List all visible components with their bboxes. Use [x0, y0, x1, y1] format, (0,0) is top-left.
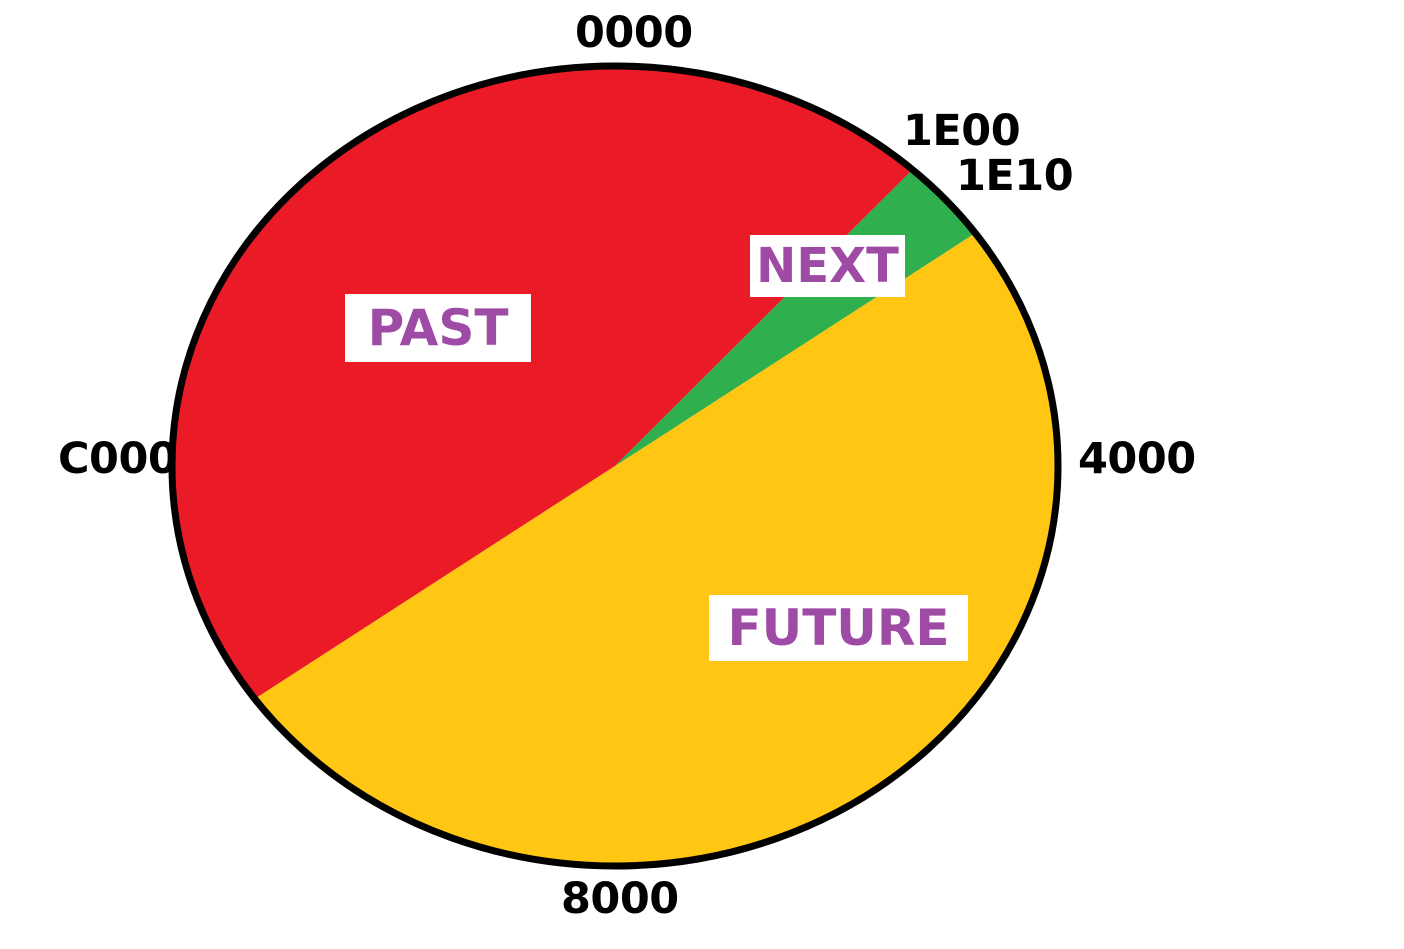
tick-label-0000: 0000: [575, 8, 693, 58]
tick-label-1E10: 1E10: [956, 151, 1074, 201]
slice-label-future: FUTURE: [709, 595, 968, 661]
tick-label-1E00: 1E00: [903, 106, 1021, 156]
wheel-outline: [168, 62, 1062, 870]
wedge-past[interactable]: [172, 66, 913, 699]
tick-label-4000: 4000: [1078, 434, 1196, 484]
slice-label-next: NEXT: [750, 235, 905, 297]
tick-label-C000: C000: [58, 434, 178, 484]
wedge-future[interactable]: [254, 233, 1058, 865]
tick-label-8000: 8000: [561, 874, 679, 924]
slice-label-past: PAST: [345, 294, 531, 362]
